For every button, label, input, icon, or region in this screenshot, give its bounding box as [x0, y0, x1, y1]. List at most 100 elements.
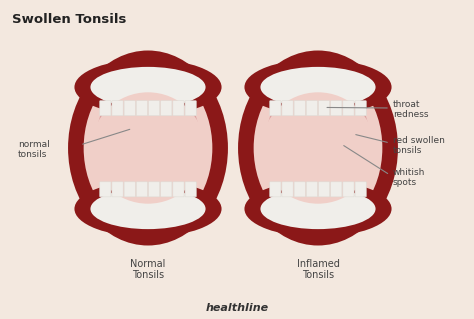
Ellipse shape: [259, 183, 376, 226]
FancyBboxPatch shape: [282, 191, 293, 206]
Circle shape: [280, 123, 286, 129]
Circle shape: [331, 123, 337, 129]
FancyBboxPatch shape: [331, 182, 342, 197]
FancyBboxPatch shape: [124, 182, 136, 197]
Circle shape: [274, 133, 281, 138]
Ellipse shape: [90, 183, 207, 226]
FancyBboxPatch shape: [343, 94, 354, 109]
FancyBboxPatch shape: [161, 191, 172, 206]
FancyBboxPatch shape: [270, 101, 281, 116]
FancyBboxPatch shape: [270, 94, 281, 109]
Text: Swollen Tonsils: Swollen Tonsils: [12, 13, 127, 26]
Ellipse shape: [91, 67, 206, 108]
FancyBboxPatch shape: [124, 94, 136, 109]
Ellipse shape: [74, 181, 221, 237]
Polygon shape: [267, 115, 309, 150]
FancyBboxPatch shape: [137, 182, 147, 197]
FancyBboxPatch shape: [137, 101, 147, 116]
Text: red swollen
tonsils: red swollen tonsils: [393, 136, 445, 155]
Text: Inflamed
Tonsils: Inflamed Tonsils: [297, 259, 339, 280]
Circle shape: [293, 130, 299, 135]
FancyBboxPatch shape: [112, 191, 123, 206]
FancyBboxPatch shape: [319, 182, 330, 197]
FancyBboxPatch shape: [319, 101, 330, 116]
FancyBboxPatch shape: [331, 191, 342, 206]
Ellipse shape: [238, 50, 398, 246]
Ellipse shape: [74, 59, 221, 115]
FancyBboxPatch shape: [124, 101, 136, 116]
FancyBboxPatch shape: [294, 101, 305, 116]
FancyBboxPatch shape: [148, 182, 160, 197]
FancyBboxPatch shape: [100, 191, 111, 206]
FancyBboxPatch shape: [270, 182, 281, 197]
FancyBboxPatch shape: [282, 182, 293, 197]
Ellipse shape: [260, 67, 375, 108]
Ellipse shape: [261, 92, 374, 204]
FancyBboxPatch shape: [173, 101, 184, 116]
FancyBboxPatch shape: [355, 191, 366, 206]
Text: healthline: healthline: [205, 303, 269, 313]
FancyBboxPatch shape: [294, 94, 305, 109]
FancyBboxPatch shape: [306, 101, 318, 116]
FancyBboxPatch shape: [319, 191, 330, 206]
Ellipse shape: [245, 59, 392, 115]
FancyBboxPatch shape: [282, 94, 293, 109]
Ellipse shape: [262, 129, 374, 214]
Text: Normal
Tonsils: Normal Tonsils: [130, 259, 166, 280]
FancyBboxPatch shape: [148, 94, 160, 109]
FancyBboxPatch shape: [306, 191, 318, 206]
FancyBboxPatch shape: [185, 101, 196, 116]
Ellipse shape: [144, 132, 152, 146]
FancyBboxPatch shape: [343, 182, 354, 197]
Polygon shape: [328, 118, 358, 150]
Ellipse shape: [289, 99, 347, 142]
FancyBboxPatch shape: [173, 191, 184, 206]
FancyBboxPatch shape: [137, 191, 147, 206]
FancyBboxPatch shape: [161, 182, 172, 197]
Ellipse shape: [155, 110, 169, 143]
FancyBboxPatch shape: [185, 182, 196, 197]
Ellipse shape: [91, 92, 205, 204]
Ellipse shape: [68, 50, 228, 246]
Ellipse shape: [259, 70, 376, 113]
FancyBboxPatch shape: [112, 94, 123, 109]
Circle shape: [340, 130, 346, 135]
FancyBboxPatch shape: [306, 94, 318, 109]
FancyBboxPatch shape: [124, 191, 136, 206]
Circle shape: [283, 134, 288, 140]
Ellipse shape: [245, 181, 392, 237]
FancyBboxPatch shape: [137, 94, 147, 109]
FancyBboxPatch shape: [148, 101, 160, 116]
FancyBboxPatch shape: [331, 94, 342, 109]
FancyBboxPatch shape: [355, 182, 366, 197]
Circle shape: [288, 118, 294, 124]
Circle shape: [295, 139, 301, 145]
FancyBboxPatch shape: [355, 94, 366, 109]
FancyBboxPatch shape: [355, 101, 366, 116]
FancyBboxPatch shape: [161, 94, 172, 109]
FancyBboxPatch shape: [185, 191, 196, 206]
Text: throat
redness: throat redness: [393, 100, 428, 119]
FancyBboxPatch shape: [112, 101, 123, 116]
Ellipse shape: [260, 189, 375, 229]
FancyBboxPatch shape: [343, 191, 354, 206]
FancyBboxPatch shape: [112, 182, 123, 197]
Ellipse shape: [267, 79, 369, 189]
FancyBboxPatch shape: [319, 94, 330, 109]
Text: whitish
spots: whitish spots: [393, 168, 425, 187]
FancyBboxPatch shape: [294, 182, 305, 197]
FancyBboxPatch shape: [100, 94, 111, 109]
FancyBboxPatch shape: [282, 101, 293, 116]
Ellipse shape: [91, 189, 206, 229]
Text: normal
tonsils: normal tonsils: [18, 140, 50, 160]
FancyBboxPatch shape: [185, 94, 196, 109]
FancyBboxPatch shape: [100, 101, 111, 116]
Circle shape: [285, 141, 292, 147]
Ellipse shape: [90, 70, 207, 113]
FancyBboxPatch shape: [148, 191, 160, 206]
FancyBboxPatch shape: [294, 191, 305, 206]
FancyBboxPatch shape: [343, 101, 354, 116]
FancyBboxPatch shape: [173, 182, 184, 197]
Ellipse shape: [91, 129, 205, 214]
Ellipse shape: [97, 79, 199, 189]
